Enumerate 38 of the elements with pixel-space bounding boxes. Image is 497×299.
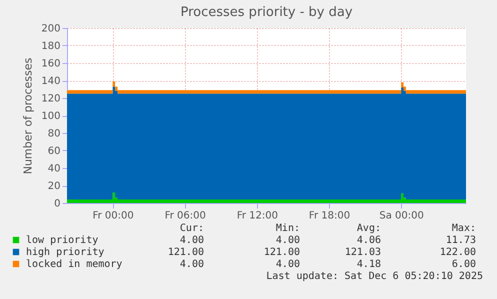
text: 121.00 xyxy=(264,247,300,258)
text: Cur: xyxy=(180,223,204,234)
y-tick-label: 120 xyxy=(41,94,60,104)
y-tick-label: 160 xyxy=(41,58,60,70)
legend-label: locked in memory xyxy=(26,259,122,270)
text: Max: xyxy=(452,223,476,234)
x-tick-label: Fr 00:00 xyxy=(92,210,134,222)
x-tick-label: Sa 00:00 xyxy=(379,210,424,222)
y-axis-title: Number of processes xyxy=(21,57,34,174)
chart-title: Processes priority - by day xyxy=(180,5,353,20)
text: 11.73 xyxy=(446,235,476,246)
legend-label: low priority xyxy=(26,235,98,246)
text: 122.00 xyxy=(440,247,476,258)
y-tick-label: 40 xyxy=(48,164,60,174)
x-tick-label: Fr 12:00 xyxy=(236,210,278,222)
text: Avg: xyxy=(356,223,381,234)
text: 4.00 xyxy=(180,259,204,270)
x-tick-label: Fr 06:00 xyxy=(164,210,206,222)
text: 4.18 xyxy=(356,259,381,270)
text: 6.00 xyxy=(452,259,476,270)
text: Min: xyxy=(276,223,300,234)
text: 4.00 xyxy=(276,235,300,246)
legend-label: high priority xyxy=(26,247,104,258)
text: Last update: Sat Dec 6 05:20:10 2025 xyxy=(266,271,483,282)
text: 4.06 xyxy=(356,235,381,246)
y-tick-label: 60 xyxy=(48,146,60,157)
text: 4.00 xyxy=(180,235,204,246)
y-tick-label: 140 xyxy=(41,76,60,87)
y-tick-label: 180 xyxy=(41,41,60,52)
text: 121.03 xyxy=(344,247,381,258)
y-tick-label: 0 xyxy=(54,198,60,210)
text: 4.00 xyxy=(276,259,300,270)
y-tick-label: 20 xyxy=(48,181,60,192)
y-tick-label: 80 xyxy=(48,128,60,140)
y-tick-label: 100 xyxy=(41,111,60,122)
x-tick-label: Fr 18:00 xyxy=(308,210,350,222)
text: 121.00 xyxy=(168,247,204,258)
y-tick-label: 200 xyxy=(41,24,60,34)
